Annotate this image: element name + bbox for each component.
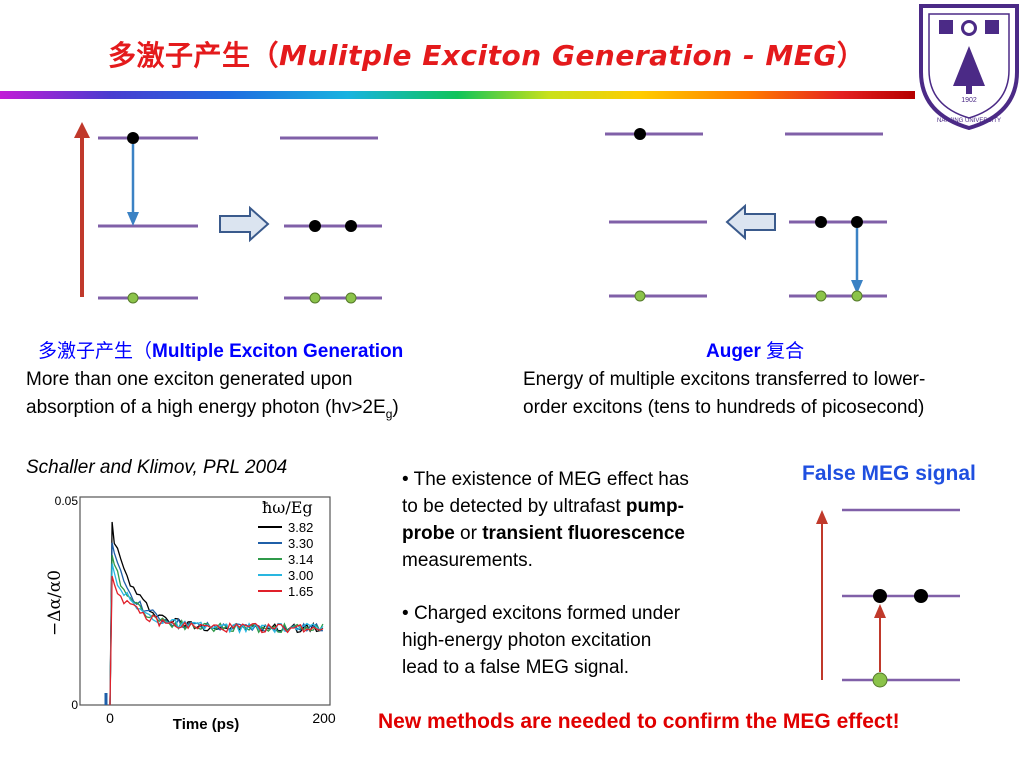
y-tick-bottom: 0	[71, 698, 78, 712]
x-tick-left: 0	[106, 710, 114, 726]
y-tick-top: 0.05	[55, 494, 79, 508]
chart-legend: 3.823.303.143.001.65	[258, 520, 313, 599]
meg-diagram	[74, 122, 382, 304]
bullet-2: • Charged excitons formed under high-ene…	[402, 603, 681, 678]
reference-citation: Schaller and Klimov, PRL 2004	[26, 457, 288, 478]
transient-absorption-plot: 0.05 0 0 200 Time (ps) −Δα/α0 ħω/Eg 3.82…	[45, 494, 336, 733]
x-tick-right: 200	[312, 710, 336, 726]
svg-text:NANJING UNIVERSITY: NANJING UNIVERSITY	[937, 118, 1001, 124]
series-line-1.65	[109, 575, 324, 706]
legend-label-1.65: 1.65	[288, 584, 313, 599]
bullet-1: • The existence of MEG effect has to be …	[402, 469, 689, 571]
page-title: 多激子产生（Mulitple Exciton Generation - MEG）	[108, 39, 866, 72]
legend-label-3.82: 3.82	[288, 520, 313, 535]
auger-diagram	[605, 128, 887, 302]
legend-label-3.14: 3.14	[288, 552, 313, 567]
auger-caption-line2: order excitons (tens to hundreds of pico…	[523, 397, 925, 418]
x-axis-label: Time (ps)	[173, 716, 239, 733]
legend-label-3.00: 3.00	[288, 568, 313, 583]
auger-caption-heading: Auger 复合	[706, 341, 805, 362]
svg-text:1902: 1902	[961, 97, 977, 104]
auger-caption-line1: Energy of multiple excitons transferred …	[523, 369, 926, 390]
title-underline-bar	[0, 91, 915, 99]
university-logo: 1902 NANJING UNIVERSITY	[919, 4, 1019, 130]
meg-caption-line1: More than one exciton generated upon	[26, 369, 353, 390]
legend-label-3.30: 3.30	[288, 536, 313, 551]
conclusion-text: New methods are needed to confirm the ME…	[378, 710, 900, 733]
meg-caption-line2: absorption of a high energy photon (hv>2…	[26, 397, 399, 421]
false-meg-diagram	[816, 508, 960, 688]
meg-caption-heading: 多激子产生（Multiple Exciton Generation	[38, 341, 404, 362]
chart-series	[104, 521, 324, 706]
plot-frame	[79, 496, 331, 706]
legend-title: ħω/Eg	[262, 498, 313, 517]
y-axis-label: −Δα/α0	[45, 570, 65, 636]
false-meg-title: False MEG signal	[802, 462, 976, 485]
